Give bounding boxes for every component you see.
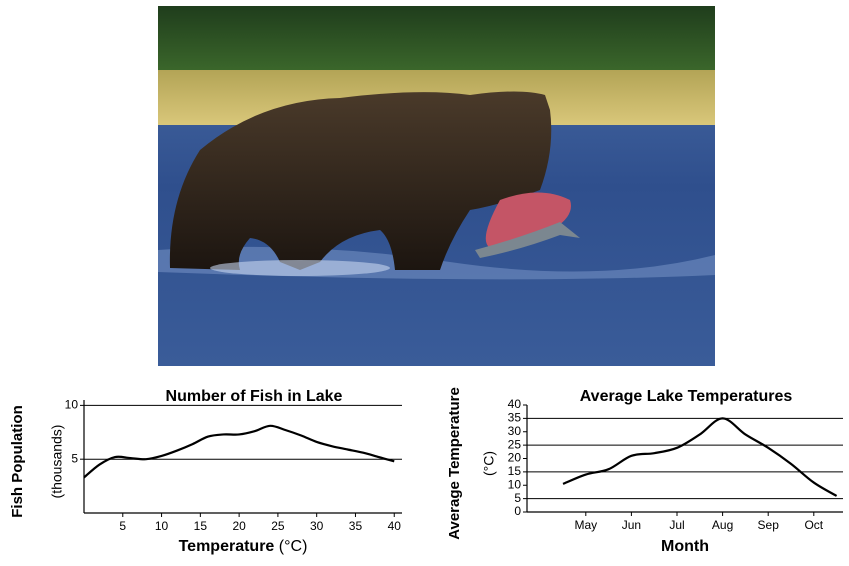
y-axis-label-text: Average Temperature <box>446 387 463 540</box>
x-tick-label: 10 <box>155 519 169 533</box>
x-axis-label: Temperature (°C) <box>179 538 308 555</box>
y-tick-label: 40 <box>508 397 522 411</box>
x-tick-label: 30 <box>310 519 324 533</box>
y-tick-label: 15 <box>508 464 522 478</box>
y-tick-label: 5 <box>514 491 521 505</box>
data-line <box>83 424 395 479</box>
chart-title: Average Lake Temperatures <box>580 388 793 405</box>
x-axis-label-text: Temperature <box>179 538 275 555</box>
y-tick-label: 5 <box>71 451 78 465</box>
y-tick-label: 25 <box>508 437 522 451</box>
x-axis-label-text: Month <box>661 538 709 555</box>
data-line <box>562 417 838 497</box>
y-tick-label: 20 <box>508 451 522 465</box>
y-tick-label: 10 <box>65 398 79 412</box>
x-tick-label: 15 <box>194 519 208 533</box>
y-axis-unit: (thousands) <box>49 425 65 499</box>
x-tick-label: 20 <box>232 519 246 533</box>
chart-title: Number of Fish in Lake <box>166 388 343 405</box>
x-axis-label: Month <box>661 538 709 555</box>
x-tick-label: Sep <box>758 518 780 532</box>
y-axis-label: Fish Population <box>9 405 26 518</box>
y-tick-label: 35 <box>508 411 522 425</box>
x-tick-label: 40 <box>388 519 402 533</box>
x-tick-label: May <box>574 518 597 532</box>
x-tick-label: Oct <box>804 518 823 532</box>
photo <box>158 6 715 366</box>
y-axis-label-text: Fish Population <box>9 405 26 518</box>
y-tick-label: 10 <box>508 477 522 491</box>
y-axis-unit: (°C) <box>481 451 497 476</box>
x-tick-label: Aug <box>712 518 733 532</box>
x-tick-label: 25 <box>271 519 285 533</box>
y-axis-label: Average Temperature <box>446 387 463 540</box>
y-tick-label: 0 <box>514 504 521 518</box>
x-tick-label: 35 <box>349 519 363 533</box>
x-tick-label: 5 <box>119 519 126 533</box>
y-tick-label: 30 <box>508 424 522 438</box>
x-tick-label: Jul <box>669 518 684 532</box>
x-axis-unit: (°C) <box>279 538 308 555</box>
x-tick-label: Jun <box>622 518 641 532</box>
